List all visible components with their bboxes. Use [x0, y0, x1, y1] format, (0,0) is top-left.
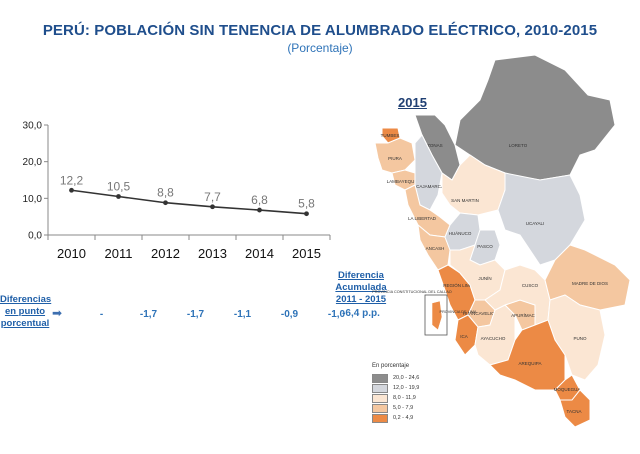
chart-series — [69, 187, 309, 217]
data-point — [163, 200, 168, 206]
map-region-label: AYACUCHO — [481, 336, 506, 341]
page-subtitle: (Porcentaje) — [287, 41, 353, 55]
map-region-label: PROVINCIA DE LIMA — [440, 310, 477, 314]
map-region-label: TACNA — [567, 409, 582, 414]
cumulative-difference-value: -6,4 p.p. — [342, 308, 380, 319]
legend-item: 5,0 - 7,9 — [372, 403, 482, 413]
map-region — [544, 244, 631, 311]
map-region-label: UCAYALI — [526, 221, 545, 226]
y-tick-label: 0,0 — [28, 231, 42, 242]
map-region-label: TUMBES — [381, 133, 400, 138]
map-region-label: SAN MARTIN — [451, 198, 479, 203]
map-region-label: LORETO — [509, 143, 528, 148]
y-tick-label: 10,0 — [23, 194, 43, 205]
peru-map: LORETO AMAZONAS TUMBES PIURA LAMBAYEQUECAJAM… — [372, 55, 631, 428]
series-line — [71, 189, 307, 215]
map-region-label: AMAZONAS — [417, 143, 442, 148]
legend-label: 0,2 - 4,9 — [393, 415, 414, 421]
map-region-label: PUNO — [573, 336, 587, 341]
y-tick-label: 20,0 — [23, 157, 43, 168]
x-tick-label: 2011 — [105, 246, 133, 261]
data-point — [116, 194, 121, 199]
map-region-label: LAMBAYEQUE — [387, 179, 418, 184]
map-region-label: LA LIBERTAD — [408, 216, 437, 221]
data-label: 7,7 — [204, 190, 221, 204]
data-label: 8,8 — [157, 186, 174, 200]
legend-label: 12,0 - 19,9 — [393, 385, 420, 391]
legend-item: 20,0 - 24,6 — [372, 373, 482, 383]
data-point — [257, 207, 262, 213]
map-region-label: APURÍMAC — [511, 312, 536, 318]
chart-axes: 0,0 10,0 20,0 30,0 2010 2011 2012 2013 2014 2015 — [23, 121, 331, 261]
map-year: 2015 — [398, 95, 427, 110]
difference-value: -1,0 — [327, 309, 346, 320]
x-tick-label: 2010 — [57, 246, 86, 261]
data-label: 6,8 — [251, 193, 268, 207]
x-tick-label: 2014 — [245, 246, 274, 261]
x-tick-label: 2013 — [198, 246, 227, 261]
x-tick-label: 2015 — [292, 246, 321, 261]
difference-value: -1,7 — [186, 309, 205, 320]
legend-item: 0,2 - 4,9 — [372, 413, 482, 423]
map-region-label: HUANCAVELICA — [463, 311, 498, 316]
legend-swatch — [372, 393, 388, 403]
legend-label: 20,0 - 24,6 — [393, 375, 420, 381]
difference-value: - — [99, 309, 104, 320]
difference-value: -1,1 — [233, 309, 252, 320]
legend-swatch — [372, 373, 388, 383]
map-region — [559, 389, 591, 428]
data-label: 12,2 — [60, 173, 84, 187]
map-region-label: HUÁNUCO — [449, 230, 472, 236]
map-region-label: CUSCO — [522, 283, 539, 288]
data-point — [69, 187, 74, 193]
difference-value: -1,7 — [139, 309, 158, 320]
page-title: PERÚ: POBLACIÓN SIN TENENCIA DE ALUMBRAD… — [42, 22, 598, 39]
map-region-label: ANCASH — [426, 246, 445, 251]
map-region — [489, 319, 566, 391]
legend-label: 8,0 - 11,9 — [393, 395, 416, 401]
map-region-label: AREQUIPA — [519, 361, 542, 366]
map-region-label: JUNÍN — [478, 275, 491, 281]
differences-label: Diferencias en punto porcentual — [0, 294, 52, 329]
chart-data-labels: 12,2 10,5 8,8 7,7 6,8 5,8 — [60, 173, 315, 210]
map-region-label: CAJAMARCA — [416, 184, 444, 189]
legend-title: En porcentaje — [372, 363, 410, 369]
map-region — [497, 172, 586, 266]
legend-label: 5,0 - 7,9 — [393, 405, 414, 411]
legend-item: 12,0 - 19,9 — [372, 383, 482, 393]
map-region-label: ICA — [460, 334, 468, 339]
data-label: 10,5 — [107, 180, 131, 194]
difference-value: -0,9 — [280, 309, 299, 320]
map-region-label: MADRE DE DIOS — [572, 281, 608, 286]
x-tick-label: 2012 — [151, 246, 180, 261]
legend-swatch — [372, 403, 388, 413]
map-region — [374, 137, 416, 174]
map-region-label: PIURA — [388, 156, 402, 161]
legend-swatch — [372, 413, 388, 423]
differences-row: Diferencias en punto porcentual ➡ - -1,7 -… — [0, 294, 360, 344]
data-label: 5,8 — [298, 197, 315, 211]
y-tick-label: 30,0 — [23, 121, 43, 132]
lima-inset-region — [431, 300, 443, 331]
map-region-label: REGIÓN LIMA — [443, 282, 473, 288]
map-region-label: PROVINCIA CONSTITUCIONAL DEL CALLAO — [372, 290, 452, 294]
map-legend: En porcentaje 20,0 - 24,6 12,0 - 19,9 8,0 … — [372, 363, 482, 423]
legend-swatch — [372, 383, 388, 393]
data-point — [210, 204, 215, 210]
data-point — [304, 211, 309, 217]
map-region-label: PASCO — [477, 244, 493, 249]
arrow-right-icon: ➡ — [52, 306, 63, 320]
cumulative-difference-label: Diferencia Acumulada 2011 - 2015 — [335, 270, 387, 305]
map-region-label: MOQUEGUA — [554, 387, 581, 392]
legend-item: 8,0 - 11,9 — [372, 393, 482, 403]
